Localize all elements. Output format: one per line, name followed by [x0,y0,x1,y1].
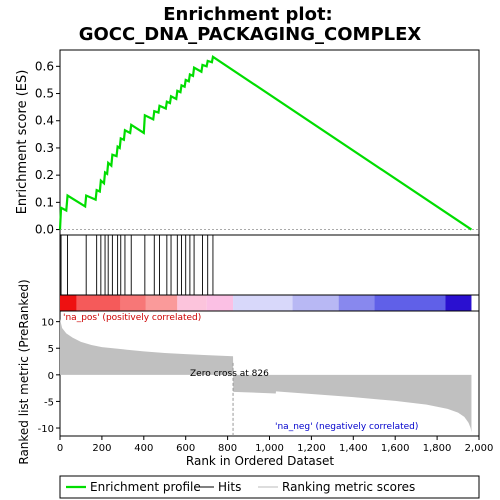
x-axis-label: Rank in Ordered Dataset [186,454,334,468]
colorbar-segment [374,295,446,311]
colorbar-segment [292,295,339,311]
title-line1: Enrichment plot: [163,4,333,25]
es-y-axis-label: Enrichment score (ES) [15,70,30,215]
metric-y-axis: -10 -5 0 5 10 [38,318,60,435]
x-tick-label: 1,800 [423,443,452,454]
x-tick-label: 0 [57,443,63,454]
x-tick-label: 1,200 [297,443,326,454]
metric-layer [60,318,472,436]
es-curve [58,54,473,231]
legend-label: Enrichment profile [90,480,201,494]
x-tick-label: 2,000 [465,443,494,454]
x-tick-label: 800 [218,443,237,454]
metric-y-axis-label: Ranked list metric (PreRanked) [17,279,31,464]
hits-panel [59,234,480,296]
es-y-tick-label: 0.5 [35,87,54,101]
metric-area [60,318,472,433]
es-y-tick-label: 0.3 [35,141,54,155]
title-line2: GOCC_DNA_PACKAGING_COMPLEX [79,24,422,45]
legend-label: Ranking metric scores [282,480,415,494]
es-y-tick-label: 0.0 [35,223,54,237]
x-tick-label: 400 [134,443,153,454]
metric-y-tick-label: -10 [38,424,54,435]
colorbar-segment [445,295,472,311]
legend: Enrichment profile Hits Ranking metric sco… [66,480,415,494]
metric-y-tick-label: 0 [48,371,54,382]
colorbar-segment [145,295,178,311]
x-tick-label: 200 [92,443,111,454]
metric-y-tick-label: 10 [41,318,54,329]
pos-correlated-label: 'na_pos' (positively correlated) [63,313,201,323]
x-axis: 0 200 400 600 800 1,000 1,200 1,400 1,600 1,800 2,… [57,436,494,454]
colorbar-layer [60,295,472,311]
zero-cross-label: Zero cross at 826 [190,369,269,379]
es-y-tick-label: 0.4 [35,114,54,128]
metric-y-tick-label: -5 [44,397,54,408]
es-y-tick-label: 0.1 [35,195,54,209]
colorbar-segment [206,295,234,311]
es-curve-layer [58,54,473,231]
es-y-tick-label: 0.6 [35,59,54,73]
colorbar-segment [177,295,207,311]
neg-correlated-label: 'na_neg' (negatively correlated) [275,422,418,432]
colorbar-segment [338,295,375,311]
es-y-tick-label: 0.2 [35,168,54,182]
colorbar-segment [120,295,146,311]
hits-layer [60,235,214,295]
es-panel [59,49,480,236]
x-tick-label: 1,400 [339,443,368,454]
legend-label: Hits [218,480,241,494]
es-y-axis: 0.0 0.1 0.2 0.3 0.4 0.5 0.6 [35,59,479,237]
metric-y-tick-label: 5 [48,344,54,355]
x-tick-label: 600 [176,443,195,454]
colorbar-segment [76,295,121,311]
colorbar-segment [60,295,77,311]
x-tick-label: 1,000 [255,443,284,454]
x-tick-label: 1,600 [381,443,410,454]
colorbar-segment [233,295,293,311]
